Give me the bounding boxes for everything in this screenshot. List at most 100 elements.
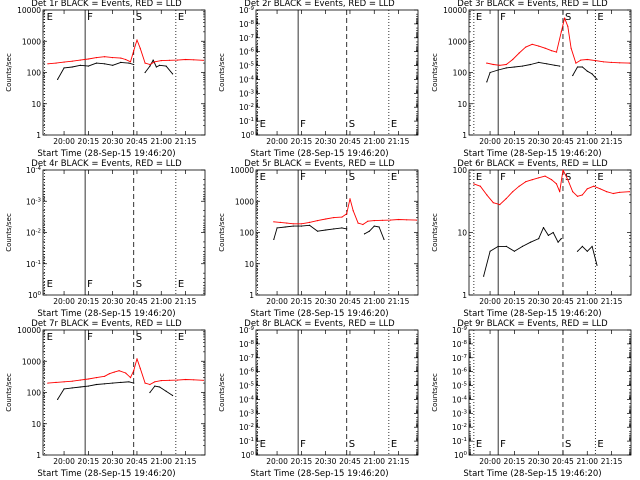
y-axis-label: Counts/sec [5, 373, 13, 412]
x-tick-label: 21:00 [150, 457, 172, 466]
data-point-lld [63, 381, 65, 383]
y-axis-label: Counts/sec [218, 53, 226, 92]
data-point-lld [473, 183, 475, 185]
marker-label-e: E [597, 439, 603, 450]
data-point-lld [538, 177, 540, 179]
data-point-lld [139, 47, 141, 49]
data-point-events [165, 65, 167, 67]
data-point-lld [619, 62, 621, 64]
y-tick-label: 10 [31, 420, 41, 429]
data-point-lld [562, 169, 564, 171]
x-tick-label: 20:45 [339, 457, 361, 466]
detector-panel-4r: 100 10-1 10-2 10-3 10-4 20:00 20:15 20:30 20:45 2… [0, 159, 213, 320]
marker-label-f: F [300, 172, 306, 183]
data-point-lld [118, 370, 120, 372]
data-point-events [172, 73, 174, 75]
data-point-events [71, 66, 73, 68]
data-point-lld [55, 381, 57, 383]
y-tick-label: 100 [241, 451, 255, 460]
data-point-lld [346, 213, 348, 215]
data-point-events [63, 388, 65, 390]
data-point-lld [55, 62, 57, 64]
data-point-events [489, 250, 491, 252]
data-point-lld [71, 380, 73, 382]
marker-label-s: S [565, 12, 571, 23]
detector-panel-2r: 100 10-1 10-2 10-3 10-4 10-5 10-6 10-7 10-8 10-9 2… [213, 0, 426, 160]
y-tick-label: 10-2 [26, 229, 41, 238]
data-point-lld [581, 194, 583, 196]
data-point-lld [108, 373, 110, 375]
data-point-lld [144, 382, 146, 384]
y-tick-label: 100 [454, 451, 468, 460]
series-events-line [483, 227, 598, 277]
data-point-lld [193, 59, 195, 61]
x-axis-label: Start Time (28-Sep-15 19:46:20) [37, 309, 176, 319]
data-point-lld [531, 179, 533, 181]
y-axis-label: Counts/sec [431, 373, 439, 412]
data-point-events [172, 394, 174, 397]
series-lld-line [273, 198, 417, 225]
data-point-events [373, 225, 375, 227]
data-point-lld [559, 191, 561, 193]
series-events-line [57, 381, 173, 400]
panel-title: Det 7r BLACK = Events, RED = LLD [31, 319, 182, 329]
x-tick-label: 20:30 [315, 457, 337, 466]
data-point-lld [570, 47, 572, 49]
data-point-events [154, 385, 156, 387]
data-point-lld [389, 219, 392, 221]
data-point-lld [479, 185, 481, 187]
y-tick-label: 10 [457, 100, 467, 109]
data-point-lld [551, 179, 553, 181]
data-point-events [383, 238, 385, 240]
data-point-events [57, 78, 59, 80]
data-point-events [273, 238, 275, 240]
series-lld-line [47, 358, 204, 385]
x-tick-label: 20:45 [126, 137, 148, 146]
y-axis-label: Counts/sec [218, 213, 226, 252]
data-point-lld [586, 188, 588, 190]
marker-label-f: F [500, 172, 506, 183]
y-tick-label: 10-4 [239, 395, 255, 404]
x-tick-label: 21:15 [601, 137, 623, 146]
x-axis-label: Start Time (28-Sep-15 19:46:20) [250, 469, 389, 479]
data-point-events [333, 228, 335, 230]
marker-label-f: F [87, 332, 93, 343]
x-axis-label: Start Time (28-Sep-15 19:46:20) [463, 309, 602, 319]
data-point-lld [531, 43, 533, 45]
x-tick-label: 20:00 [266, 137, 288, 146]
marker-label-e: E [391, 119, 397, 130]
data-point-lld [160, 380, 162, 382]
plot-2r: 100 10-1 10-2 10-3 10-4 10-5 10-6 10-7 10-8 10-9 2… [218, 6, 419, 146]
y-tick-label: 1000 [235, 197, 254, 206]
y-tick-label: 10-8 [239, 340, 255, 349]
x-tick-label: 21:00 [576, 137, 598, 146]
plot-frame [468, 9, 632, 136]
data-point-lld [113, 371, 115, 373]
data-point-lld [544, 47, 546, 49]
x-tick-label: 20:15 [291, 137, 313, 146]
x-tick-label: 20:00 [479, 297, 501, 306]
data-point-events [576, 66, 579, 68]
x-tick-label: 21:00 [150, 297, 172, 306]
data-point-events [292, 225, 294, 227]
marker-label-f: F [500, 439, 506, 450]
data-point-lld [486, 62, 488, 64]
marker-label-f: F [87, 12, 93, 23]
data-point-events [559, 65, 561, 67]
data-point-lld [628, 191, 630, 193]
data-point-lld [580, 59, 582, 61]
y-tick-label: 100 [241, 131, 255, 140]
data-point-lld [129, 61, 132, 63]
y-tick-label: 10-6 [452, 368, 468, 377]
x-tick-label: 21:15 [175, 297, 197, 306]
y-tick-label: 10-6 [239, 48, 255, 57]
y-tick-label: 10-2 [239, 423, 254, 432]
x-tick-label: 20:15 [78, 297, 100, 306]
data-point-events [586, 250, 588, 252]
marker-label-s: S [565, 439, 571, 450]
plot-6r: 1 10 100 20:00 20:15 20:30 20:45 21:00 21:15 E F S E… [431, 166, 632, 306]
data-point-lld [279, 221, 281, 223]
data-point-events [120, 381, 122, 383]
series-lld-line [473, 169, 630, 206]
data-point-lld [512, 58, 514, 61]
